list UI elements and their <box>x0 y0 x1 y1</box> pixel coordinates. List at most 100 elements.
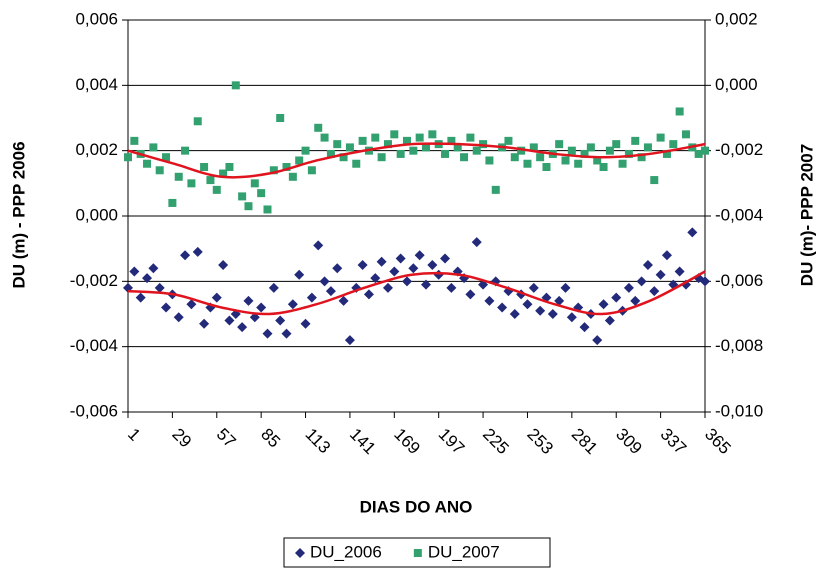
point <box>701 146 709 155</box>
point <box>352 159 361 168</box>
point <box>199 318 210 329</box>
point <box>491 185 500 194</box>
point <box>181 146 190 155</box>
point <box>192 246 203 257</box>
point <box>446 282 457 293</box>
point <box>528 282 539 293</box>
point <box>154 282 165 293</box>
point <box>314 123 323 132</box>
point <box>447 136 456 145</box>
point <box>320 133 329 142</box>
point <box>623 282 634 293</box>
x-tick-label: 57 <box>213 425 240 452</box>
point <box>465 289 476 300</box>
point <box>669 140 678 149</box>
point <box>604 315 615 326</box>
point <box>517 146 526 155</box>
point <box>187 179 196 188</box>
point <box>237 322 248 333</box>
x-tick-label: 85 <box>257 425 284 452</box>
point <box>580 149 589 158</box>
point <box>244 202 253 211</box>
y-tick-label: 0,006 <box>75 9 118 28</box>
point <box>269 166 278 175</box>
point <box>561 156 570 165</box>
point <box>250 179 259 188</box>
point <box>319 276 330 287</box>
point <box>294 269 305 280</box>
x-tick-label: 169 <box>390 425 423 458</box>
x-tick-label: 113 <box>302 425 335 458</box>
point <box>219 169 228 178</box>
y-axis-label: DU (m) - PPP 2006 <box>9 141 28 288</box>
point <box>173 312 184 323</box>
point <box>307 166 316 175</box>
trend-line <box>127 270 706 316</box>
point <box>345 143 354 152</box>
point <box>460 153 469 162</box>
point <box>325 286 336 297</box>
y2-axis-label: DU (m)- PPP 2007 <box>797 144 816 286</box>
point <box>211 292 222 303</box>
point <box>262 328 273 339</box>
x-tick-label: 225 <box>479 425 512 458</box>
point <box>643 143 652 152</box>
point <box>333 140 342 149</box>
point <box>129 266 140 277</box>
point <box>332 263 343 274</box>
point <box>428 130 437 139</box>
point <box>656 133 665 142</box>
point <box>536 153 545 162</box>
point <box>376 256 387 267</box>
point <box>402 136 411 145</box>
point <box>161 302 172 313</box>
point <box>433 269 444 280</box>
point <box>599 163 608 171</box>
point <box>263 205 272 214</box>
point <box>249 312 260 323</box>
point <box>555 140 564 149</box>
point <box>593 156 602 165</box>
point <box>472 146 481 155</box>
point <box>504 136 513 145</box>
y2-tick-label: -0,004 <box>715 205 763 224</box>
y-tick-label: -0,006 <box>70 401 118 420</box>
y-tick-label: 0,004 <box>75 75 118 94</box>
point <box>484 295 495 306</box>
point <box>566 312 577 323</box>
point <box>642 260 653 270</box>
point <box>453 143 462 152</box>
point <box>358 136 367 145</box>
point <box>148 263 159 274</box>
legend-label: DU_2006 <box>310 542 382 561</box>
point <box>276 114 285 122</box>
point <box>256 302 267 313</box>
point <box>186 299 197 310</box>
point <box>611 292 622 303</box>
point <box>257 189 266 198</box>
point <box>547 309 558 319</box>
x-tick-label: 309 <box>612 425 645 458</box>
x-tick-label: 281 <box>568 425 601 458</box>
y2-tick-label: 0,000 <box>715 75 758 94</box>
point <box>605 146 614 155</box>
x-tick-label: 365 <box>701 425 734 458</box>
legend-marker <box>295 548 305 558</box>
y2-tick-label: -0,010 <box>715 401 763 420</box>
point <box>143 159 152 168</box>
point <box>409 146 418 155</box>
y-tick-label: -0,004 <box>70 336 118 355</box>
point <box>363 289 374 300</box>
point <box>618 159 627 168</box>
y-tick-label: 0,000 <box>75 205 118 224</box>
point <box>130 136 139 145</box>
point <box>529 143 538 152</box>
point <box>535 305 546 316</box>
point <box>421 279 432 290</box>
point <box>396 149 405 158</box>
point <box>338 295 349 306</box>
legend-marker <box>413 549 422 557</box>
point <box>414 250 425 261</box>
point <box>344 335 355 346</box>
point <box>522 299 533 310</box>
